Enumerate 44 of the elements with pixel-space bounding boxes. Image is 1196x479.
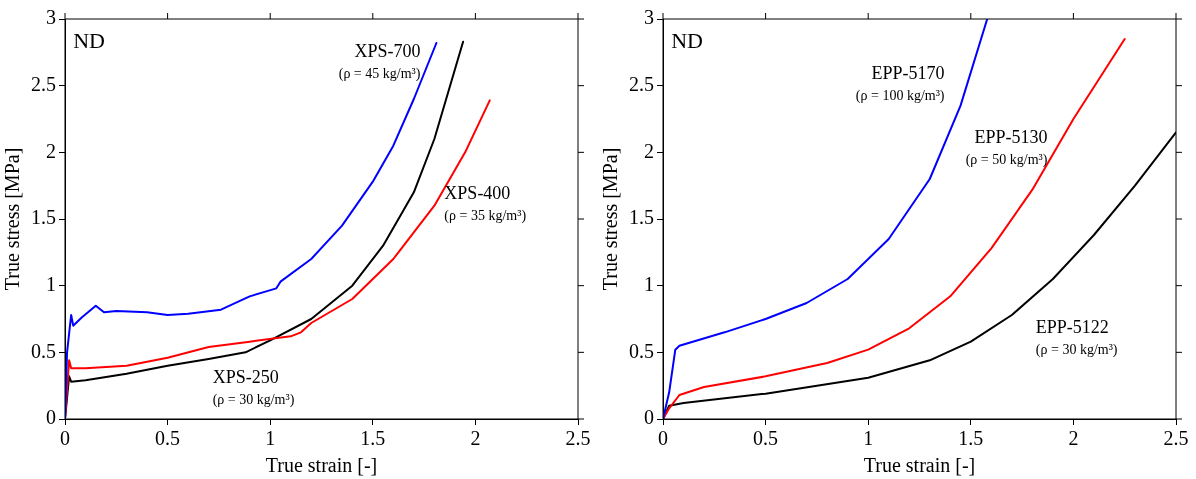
series-label: EPP-5130: [974, 126, 1048, 147]
x-tick-label: 1: [863, 427, 874, 450]
y-tick-label: 1: [46, 272, 56, 295]
y-tick-label: 0: [46, 406, 56, 429]
annotation: (ρ = 45 kg/m³): [338, 65, 421, 82]
annotation: (ρ = 30 kg/m³): [212, 391, 295, 408]
series-label: XPS-250: [212, 366, 279, 387]
y-tick-label: 2: [46, 139, 56, 162]
y-tick-label: 2: [644, 139, 654, 162]
y-tick-label: 3: [46, 6, 56, 29]
x-tick-label: 1: [265, 427, 276, 450]
x-tick-label: 0.5: [753, 427, 779, 450]
series-label: EPP-5122: [1035, 316, 1109, 337]
annotation: (ρ = 50 kg/m³): [965, 151, 1048, 168]
y-tick-label: 1.5: [629, 206, 654, 229]
y-tick-label: 2.5: [629, 72, 654, 95]
y-axis-title: True stress [MPa]: [1, 147, 24, 291]
x-tick-label: 2: [470, 427, 481, 450]
y-tick-label: 0.5: [629, 339, 654, 362]
x-tick-label: 0.5: [155, 427, 181, 450]
series-label: XPS-400: [444, 183, 511, 204]
y-tick-label: 0: [644, 406, 654, 429]
y-tick-label: 3: [644, 6, 654, 29]
x-tick-label: 1.5: [958, 427, 984, 450]
y-tick-label: 2.5: [31, 72, 56, 95]
annotation: (ρ = 30 kg/m³): [1035, 341, 1118, 358]
x-tick-label: 2.5: [565, 427, 591, 450]
annotation: ND: [73, 27, 105, 53]
x-tick-label: 2: [1068, 427, 1079, 450]
x-axis-title: True strain [-]: [863, 454, 976, 477]
y-tick-label: 1.5: [31, 206, 56, 229]
x-tick-label: 0: [658, 427, 668, 450]
x-axis-title: True strain [-]: [265, 454, 378, 477]
annotation: (ρ = 100 kg/m³): [855, 88, 945, 105]
annotation: ND: [671, 27, 703, 53]
x-tick-label: 1.5: [360, 427, 386, 450]
x-tick-label: 0: [60, 427, 70, 450]
series-label: XPS-700: [354, 40, 421, 61]
series-label: EPP-5170: [871, 63, 945, 84]
x-tick-label: 2.5: [1163, 427, 1189, 450]
y-axis-title: True stress [MPa]: [599, 147, 622, 291]
y-tick-label: 1: [644, 272, 654, 295]
y-tick-label: 0.5: [31, 339, 56, 362]
annotation: (ρ = 35 kg/m³): [444, 208, 527, 225]
